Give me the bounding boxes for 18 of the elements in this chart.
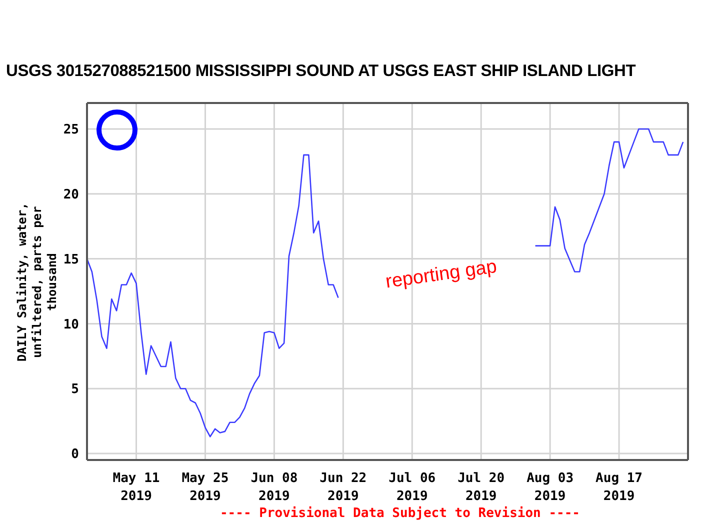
- x-tick-label: Aug 03 2019: [526, 471, 574, 504]
- y-tick-label: 15: [63, 252, 79, 268]
- x-tick-label: Jun 08 2019: [250, 471, 298, 504]
- annotation: reporting gap: [384, 256, 498, 293]
- x-tick-label: Aug 17 2019: [596, 471, 643, 504]
- y-tick-label: 20: [63, 187, 80, 202]
- y-tick-label: 5: [71, 382, 79, 398]
- x-tick-label: May 11 2019: [112, 471, 160, 504]
- chart-title: USGS 301527088521500 MISSISSIPPI SOUND AT USGS EAST SHIP ISLAND LIGHT: [6, 62, 637, 81]
- y-tick-label: 25: [63, 122, 79, 138]
- y-axis-title: DAILY Salinity, water, unfiltered, parts per thousand: [15, 202, 59, 362]
- y-tick-label: 10: [63, 317, 80, 332]
- x-tick-label: May 25 2019: [182, 471, 229, 504]
- y-tick-label: 0: [71, 447, 80, 462]
- x-tick-label: Jul 06 2019: [388, 471, 436, 504]
- x-tick-label: Jul 20 2019: [458, 471, 505, 504]
- text: ---- Provisional Data Subject to Revision ----: [220, 506, 580, 521]
- x-tick-label: Jun 22 2019: [320, 471, 367, 504]
